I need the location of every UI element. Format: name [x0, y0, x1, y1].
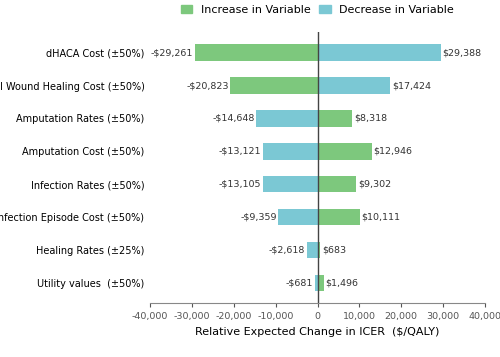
Legend: Increase in Variable, Decrease in Variable: Increase in Variable, Decrease in Variab… — [178, 2, 456, 17]
Bar — [256, 110, 318, 127]
Bar — [318, 275, 324, 291]
Text: -$29,261: -$29,261 — [151, 48, 194, 57]
Text: $9,302: $9,302 — [358, 180, 392, 189]
Text: -$2,618: -$2,618 — [268, 246, 305, 255]
Text: -$681: -$681 — [286, 278, 313, 287]
Text: $12,946: $12,946 — [374, 147, 412, 156]
Bar — [314, 275, 318, 291]
Bar — [318, 45, 440, 61]
Text: -$9,359: -$9,359 — [240, 213, 277, 222]
Text: -$14,648: -$14,648 — [212, 114, 254, 123]
X-axis label: Relative Expected Change in ICER  ($/QALY): Relative Expected Change in ICER ($/QALY… — [196, 327, 440, 337]
Bar — [262, 176, 318, 192]
Text: -$20,823: -$20,823 — [186, 81, 228, 90]
Bar — [318, 209, 360, 225]
Bar — [318, 176, 356, 192]
Text: $683: $683 — [322, 246, 346, 255]
Text: $29,388: $29,388 — [442, 48, 482, 57]
Bar — [278, 209, 318, 225]
Text: $1,496: $1,496 — [326, 278, 358, 287]
Bar — [318, 143, 372, 160]
Text: -$13,105: -$13,105 — [218, 180, 261, 189]
Bar — [230, 77, 318, 94]
Text: -$13,121: -$13,121 — [218, 147, 261, 156]
Text: $10,111: $10,111 — [362, 213, 401, 222]
Text: $17,424: $17,424 — [392, 81, 431, 90]
Bar — [306, 242, 318, 258]
Text: $8,318: $8,318 — [354, 114, 387, 123]
Bar — [318, 110, 352, 127]
Bar — [195, 45, 318, 61]
Bar — [262, 143, 318, 160]
Bar — [318, 77, 390, 94]
Bar — [318, 242, 320, 258]
